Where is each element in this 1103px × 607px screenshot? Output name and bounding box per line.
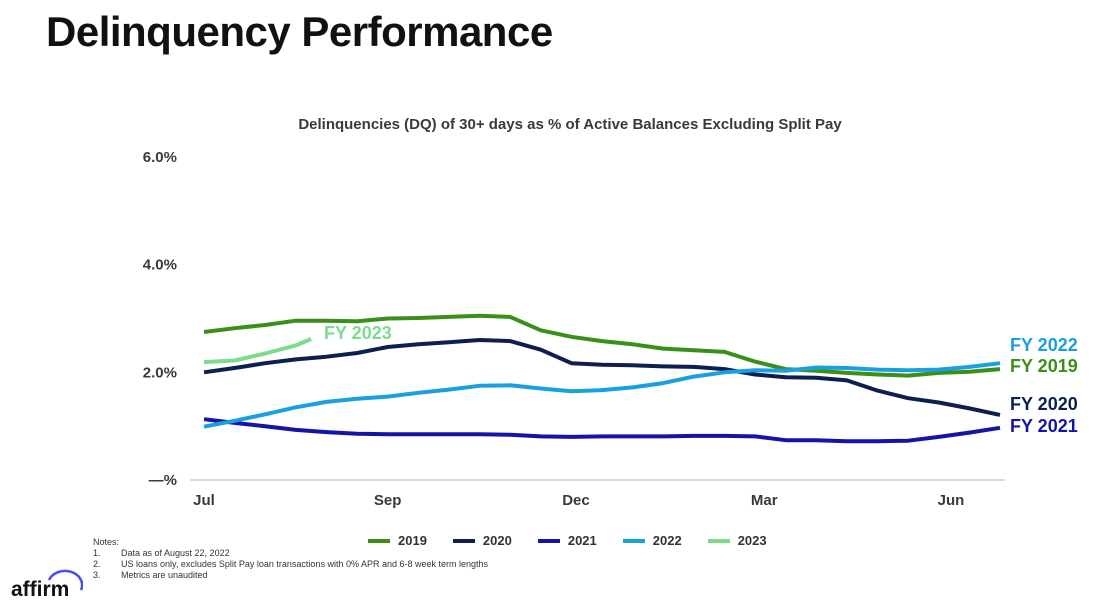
x-tick-label: Jul — [193, 492, 215, 509]
note-item: 2. US loans only, excludes Split Pay loan… — [93, 559, 489, 569]
legend-item-2023: 2023 — [707, 533, 767, 548]
x-tick-label: Sep — [374, 492, 402, 509]
y-tick-label: 2.0% — [143, 364, 177, 381]
series-annotation-2023: FY 2023 — [324, 323, 392, 343]
x-tick-label: Dec — [562, 492, 590, 509]
x-tick-label: Mar — [751, 492, 778, 509]
notes: Notes: 1. Data as of August 22, 2022 2. US… — [93, 537, 488, 581]
svg-text:affirm: affirm — [11, 578, 69, 601]
series-annotation-2020: FY 2020 — [1010, 394, 1078, 414]
series-line-2019 — [203, 313, 1001, 378]
legend-label: 2019 — [398, 533, 427, 548]
legend-swatch — [537, 538, 560, 543]
legend-item-2020: 2020 — [452, 533, 512, 548]
legend-item-2021: 2021 — [537, 533, 597, 548]
legend-label: 2022 — [652, 533, 682, 548]
series-annotation-2021: FY 2021 — [1010, 416, 1078, 436]
chart-title: Delinquencies (DQ) of 30+ days as % of A… — [298, 116, 842, 133]
page-title: Delinquency Performance — [46, 8, 553, 55]
y-tick-label: 6.0% — [143, 149, 177, 166]
legend: 2019 2020 2021 2022 2023 — [368, 533, 793, 548]
series-annotation-2022: FY 2022 — [1010, 335, 1078, 355]
series-line-2023 — [203, 337, 312, 365]
legend-label: 2021 — [567, 533, 597, 548]
legend-swatch — [368, 538, 390, 543]
y-tick-label: 4.0% — [143, 257, 177, 274]
legend-swatch — [452, 538, 475, 543]
series-line-2020 — [203, 338, 1001, 417]
note-item: 1. Data as of August 22, 2022 — [93, 548, 230, 558]
legend-label: 2020 — [482, 533, 512, 548]
legend-swatch — [707, 538, 730, 543]
series-line-2021 — [203, 417, 1001, 444]
notes-heading: Notes: — [93, 537, 120, 547]
legend-swatch — [622, 538, 645, 543]
legend-item-2022: 2022 — [622, 533, 682, 548]
series-line-2022 — [203, 361, 1001, 429]
affirm-logo: affirm — [11, 569, 83, 601]
note-item: 3. Metrics are unaudited — [93, 570, 208, 580]
series-annotation-2019: FY 2019 — [1010, 356, 1078, 376]
y-tick-label: —% — [149, 472, 177, 489]
legend-label: 2023 — [737, 533, 767, 548]
x-tick-label: Jun — [938, 492, 965, 509]
legend-item-2019: 2019 — [368, 533, 427, 548]
